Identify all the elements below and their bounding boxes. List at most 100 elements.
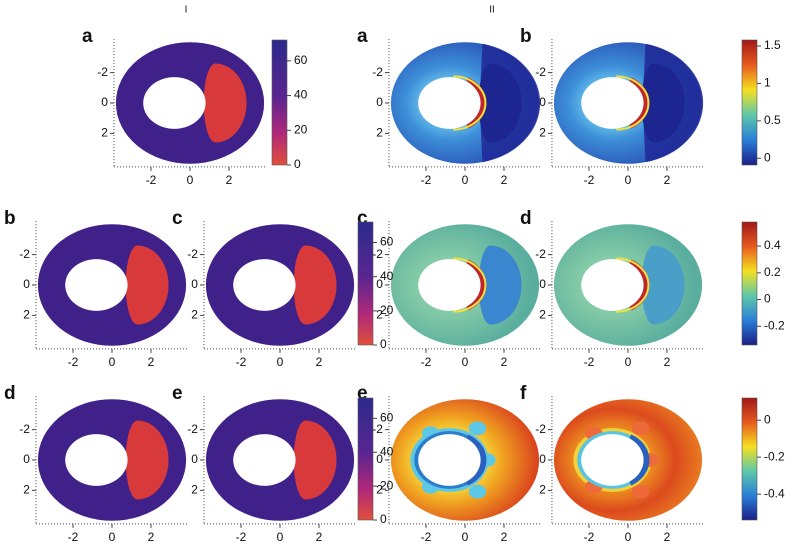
hole bbox=[418, 77, 481, 129]
y-tick-label: 0 bbox=[539, 277, 546, 291]
y-tick-label: 2 bbox=[539, 308, 546, 322]
x-tick-label: 2 bbox=[148, 355, 155, 369]
y-tick-label: -2 bbox=[19, 422, 30, 436]
y-tick-label: -2 bbox=[535, 422, 546, 436]
colorbar-tick-label: 20 bbox=[380, 303, 394, 317]
x-tick-label: -2 bbox=[236, 530, 247, 544]
x-tick-label: 0 bbox=[109, 355, 116, 369]
lobe bbox=[631, 484, 650, 499]
colorbar-tick-label: 0 bbox=[380, 337, 387, 351]
y-tick-label: -2 bbox=[535, 247, 546, 261]
colorbar-tick-label: -0.2 bbox=[764, 449, 785, 463]
y-tick-label: 2 bbox=[539, 483, 546, 497]
region bbox=[641, 245, 685, 325]
y-tick-label: -2 bbox=[372, 65, 383, 79]
rim bbox=[616, 75, 650, 131]
x-tick-label: 0 bbox=[462, 355, 469, 369]
x-tick-label: 2 bbox=[501, 530, 508, 544]
y-tick-label: 0 bbox=[376, 95, 383, 109]
colorbar-tick-label: 0.4 bbox=[764, 238, 781, 252]
y-tick-label: 0 bbox=[101, 95, 108, 109]
hole bbox=[65, 434, 128, 486]
y-tick-label: 2 bbox=[101, 126, 108, 140]
x-tick-label: 0 bbox=[109, 530, 116, 544]
x-tick-label: 2 bbox=[316, 530, 323, 544]
colorbar-tick-label: 60 bbox=[380, 411, 394, 425]
rim bbox=[628, 434, 650, 486]
x-tick-label: -2 bbox=[421, 173, 432, 187]
lobe bbox=[631, 421, 650, 436]
region bbox=[641, 63, 685, 143]
y-tick-label: -2 bbox=[97, 65, 108, 79]
region bbox=[478, 63, 522, 143]
panel: -2 0 2 -2 0 2 b bbox=[520, 26, 705, 187]
rim bbox=[616, 257, 650, 313]
x-tick-label: -2 bbox=[584, 355, 595, 369]
panel-label: a bbox=[82, 26, 93, 47]
y-tick-label: 2 bbox=[376, 126, 383, 140]
y-tick-label: 0 bbox=[539, 452, 546, 466]
x-tick-label: 2 bbox=[501, 355, 508, 369]
y-tick-label: -2 bbox=[19, 247, 30, 261]
colorbar-tick-label: 0 bbox=[380, 512, 387, 526]
x-tick-label: 2 bbox=[664, 530, 671, 544]
x-tick-label: 0 bbox=[277, 355, 284, 369]
colorbar-tick-label: 20 bbox=[380, 478, 394, 492]
y-tick-label: -2 bbox=[187, 247, 198, 261]
panel: -2 0 2 -2 0 2 e bbox=[357, 383, 542, 544]
x-tick-label: -2 bbox=[146, 173, 157, 187]
x-tick-label: 2 bbox=[226, 173, 233, 187]
y-tick-label: -2 bbox=[187, 422, 198, 436]
rim bbox=[465, 259, 487, 311]
colorbar-tick-label: 40 bbox=[380, 269, 394, 283]
panel: -2 0 2 -2 0 2 f bbox=[520, 383, 705, 544]
y-tick-label: 2 bbox=[23, 308, 30, 322]
rim bbox=[465, 77, 487, 129]
panel-label: f bbox=[520, 383, 527, 404]
hole bbox=[233, 434, 296, 486]
x-tick-label: 2 bbox=[664, 355, 671, 369]
colorbar-tick-label: 1 bbox=[764, 76, 771, 90]
y-tick-label: 2 bbox=[376, 308, 383, 322]
panel: -2 0 2 -2 0 2 a bbox=[82, 26, 267, 187]
hole bbox=[581, 259, 644, 311]
y-tick-label: 2 bbox=[376, 483, 383, 497]
y-tick-label: -2 bbox=[372, 422, 383, 436]
colorbar: 0 0.5 1 1.5 bbox=[741, 38, 781, 166]
lobe bbox=[468, 421, 487, 436]
colorbar: 0 20 40 60 bbox=[271, 39, 308, 171]
y-tick-label: 2 bbox=[539, 126, 546, 140]
y-tick-label: -2 bbox=[535, 65, 546, 79]
x-tick-label: -2 bbox=[421, 355, 432, 369]
colorbar-tick-label: 0 bbox=[294, 157, 301, 171]
hole bbox=[233, 259, 296, 311]
panel-label: a bbox=[357, 26, 368, 47]
panel: -2 0 2 -2 0 2 c bbox=[357, 208, 542, 369]
colorbar-tick-label: 1.5 bbox=[764, 38, 781, 52]
lobe bbox=[468, 484, 487, 499]
x-tick-label: 0 bbox=[462, 530, 469, 544]
x-tick-label: 2 bbox=[501, 173, 508, 187]
rim bbox=[453, 75, 487, 131]
colorbar-tick-label: 0.5 bbox=[764, 113, 781, 127]
colorbar-tick-label: 60 bbox=[380, 235, 394, 249]
column-label: II bbox=[489, 5, 495, 16]
x-tick-label: -2 bbox=[68, 355, 79, 369]
panel: -2 0 2 -2 0 2 d bbox=[4, 383, 189, 544]
colorbar-tick-label: 60 bbox=[294, 53, 308, 67]
hole bbox=[581, 77, 644, 129]
x-tick-label: 0 bbox=[625, 173, 632, 187]
x-tick-label: 2 bbox=[316, 355, 323, 369]
x-tick-label: 0 bbox=[625, 355, 632, 369]
x-tick-label: 0 bbox=[462, 173, 469, 187]
y-tick-label: -2 bbox=[372, 247, 383, 261]
y-tick-label: 2 bbox=[23, 483, 30, 497]
colorbar-fill bbox=[741, 221, 758, 346]
panel-label: e bbox=[172, 383, 183, 404]
region bbox=[125, 245, 169, 325]
colorbar-tick-label: 20 bbox=[294, 122, 308, 136]
colorbar-fill bbox=[271, 39, 288, 166]
panel: -2 0 2 -2 0 2 c bbox=[172, 208, 357, 369]
colorbar-tick-label: 40 bbox=[294, 88, 308, 102]
